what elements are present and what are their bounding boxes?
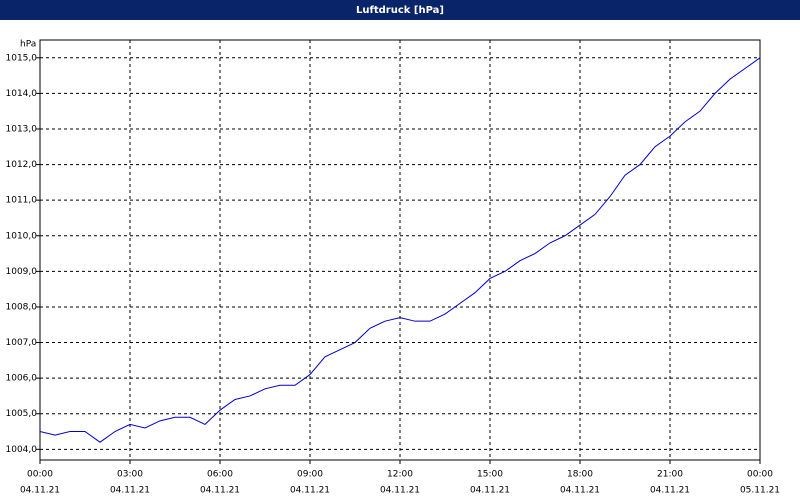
x-tick-label: 03:00: [117, 470, 143, 480]
x-tick-date: 04.11.21: [650, 486, 690, 496]
y-tick-label: 1012,0: [6, 160, 38, 170]
y-tick-label: 1010,0: [6, 231, 38, 241]
x-tick-date: 04.11.21: [560, 486, 600, 496]
y-tick-label: 1004,0: [6, 445, 38, 455]
y-tick-label: 1008,0: [6, 302, 38, 312]
y-tick-label: 1006,0: [6, 374, 38, 384]
x-tick-date: 04.11.21: [470, 486, 510, 496]
x-tick-date: 04.11.21: [200, 486, 240, 496]
y-unit: hPa: [20, 40, 36, 50]
x-tick-date: 04.11.21: [110, 486, 150, 496]
x-tick-label: 12:00: [387, 470, 413, 480]
y-tick-label: 1014,0: [6, 89, 38, 99]
x-tick-date: 04.11.21: [20, 486, 60, 496]
x-tick-label: 06:00: [207, 470, 233, 480]
title-bar: [0, 0, 800, 20]
y-tick-label: 1009,0: [6, 267, 38, 277]
x-tick-label: 18:00: [567, 470, 593, 480]
x-tick-date: 04.11.21: [290, 486, 330, 496]
x-tick-label: 15:00: [477, 470, 503, 480]
y-tick-label: 1005,0: [6, 409, 38, 419]
x-tick-date: 04.11.21: [380, 486, 420, 496]
y-tick-label: 1015,0: [6, 53, 38, 63]
chart-title: Luftdruck [hPa]: [356, 5, 444, 16]
x-tick-label: 00:00: [747, 470, 773, 480]
x-tick-label: 21:00: [657, 470, 683, 480]
y-tick-label: 1013,0: [6, 124, 38, 134]
x-tick-label: 09:00: [297, 470, 323, 480]
y-tick-label: 1007,0: [6, 338, 38, 348]
data-line: [39, 57, 761, 443]
x-tick-date: 05.11.21: [740, 486, 780, 496]
x-tick-label: 00:00: [27, 470, 53, 480]
y-tick-label: 1011,0: [6, 196, 38, 206]
